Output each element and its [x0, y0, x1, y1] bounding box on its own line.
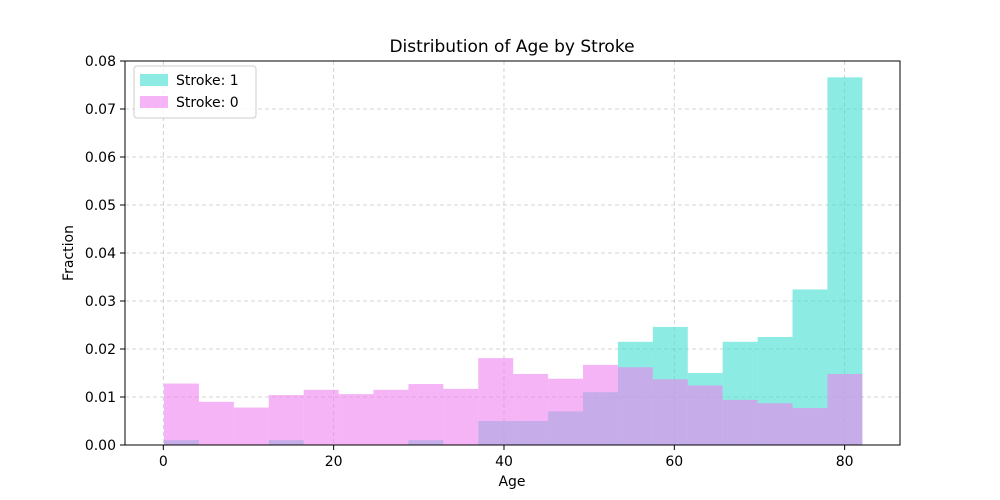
- y-tick-label: 0.08: [85, 54, 116, 70]
- histogram-bar: [443, 388, 479, 445]
- histogram-bar: [722, 399, 758, 445]
- y-tick-label: 0.04: [85, 246, 116, 262]
- histogram-bar: [583, 364, 618, 445]
- y-tick-label: 0.01: [85, 390, 116, 406]
- histogram-bar: [198, 401, 234, 445]
- histogram-bar: [687, 385, 723, 445]
- x-tick-label: 20: [325, 454, 343, 470]
- histogram-bar: [513, 373, 549, 445]
- y-tick-label: 0.02: [85, 342, 116, 358]
- histogram-bar: [408, 384, 444, 445]
- x-tick-label: 40: [495, 454, 513, 470]
- y-axis-label: Fraction: [61, 225, 77, 281]
- legend-label: Stroke: 1: [176, 73, 239, 89]
- y-tick-label: 0.00: [85, 438, 116, 454]
- legend-swatch: [140, 74, 168, 86]
- histogram-bar: [652, 379, 688, 445]
- bars: [164, 77, 863, 445]
- histogram-bar: [617, 367, 653, 445]
- histogram-bar: [268, 395, 304, 445]
- histogram-bar: [303, 389, 339, 445]
- histogram-bar: [338, 394, 374, 445]
- histogram-bar: [792, 408, 828, 445]
- x-tick-label: 0: [159, 454, 168, 470]
- y-tick-label: 0.05: [85, 198, 116, 214]
- series-2: [164, 358, 863, 445]
- histogram-bar: [478, 358, 514, 445]
- chart-title: Distribution of Age by Stroke: [389, 37, 634, 57]
- legend: Stroke: 1 Stroke: 0: [133, 65, 257, 119]
- histogram-bar: [373, 389, 409, 445]
- x-tick-label: 60: [665, 454, 683, 470]
- y-tick-label: 0.03: [85, 294, 116, 310]
- histogram-bar: [164, 383, 199, 445]
- legend-swatch: [140, 96, 168, 108]
- x-axis-label: Age: [498, 474, 525, 490]
- histogram-bar: [548, 378, 584, 445]
- x-tick-label: 80: [836, 454, 854, 470]
- y-tick-label: 0.07: [85, 102, 116, 118]
- histogram-bar: [233, 407, 269, 445]
- y-tick-label: 0.06: [85, 150, 116, 166]
- legend-label: Stroke: 0: [176, 95, 239, 111]
- histogram-bar: [827, 373, 863, 445]
- tick-marks: 0 20 40 60 80 0.00 0.01 0.02 0.03 0.04 0.05 0.06 0.0…: [85, 54, 854, 470]
- histogram-bar: [757, 403, 793, 445]
